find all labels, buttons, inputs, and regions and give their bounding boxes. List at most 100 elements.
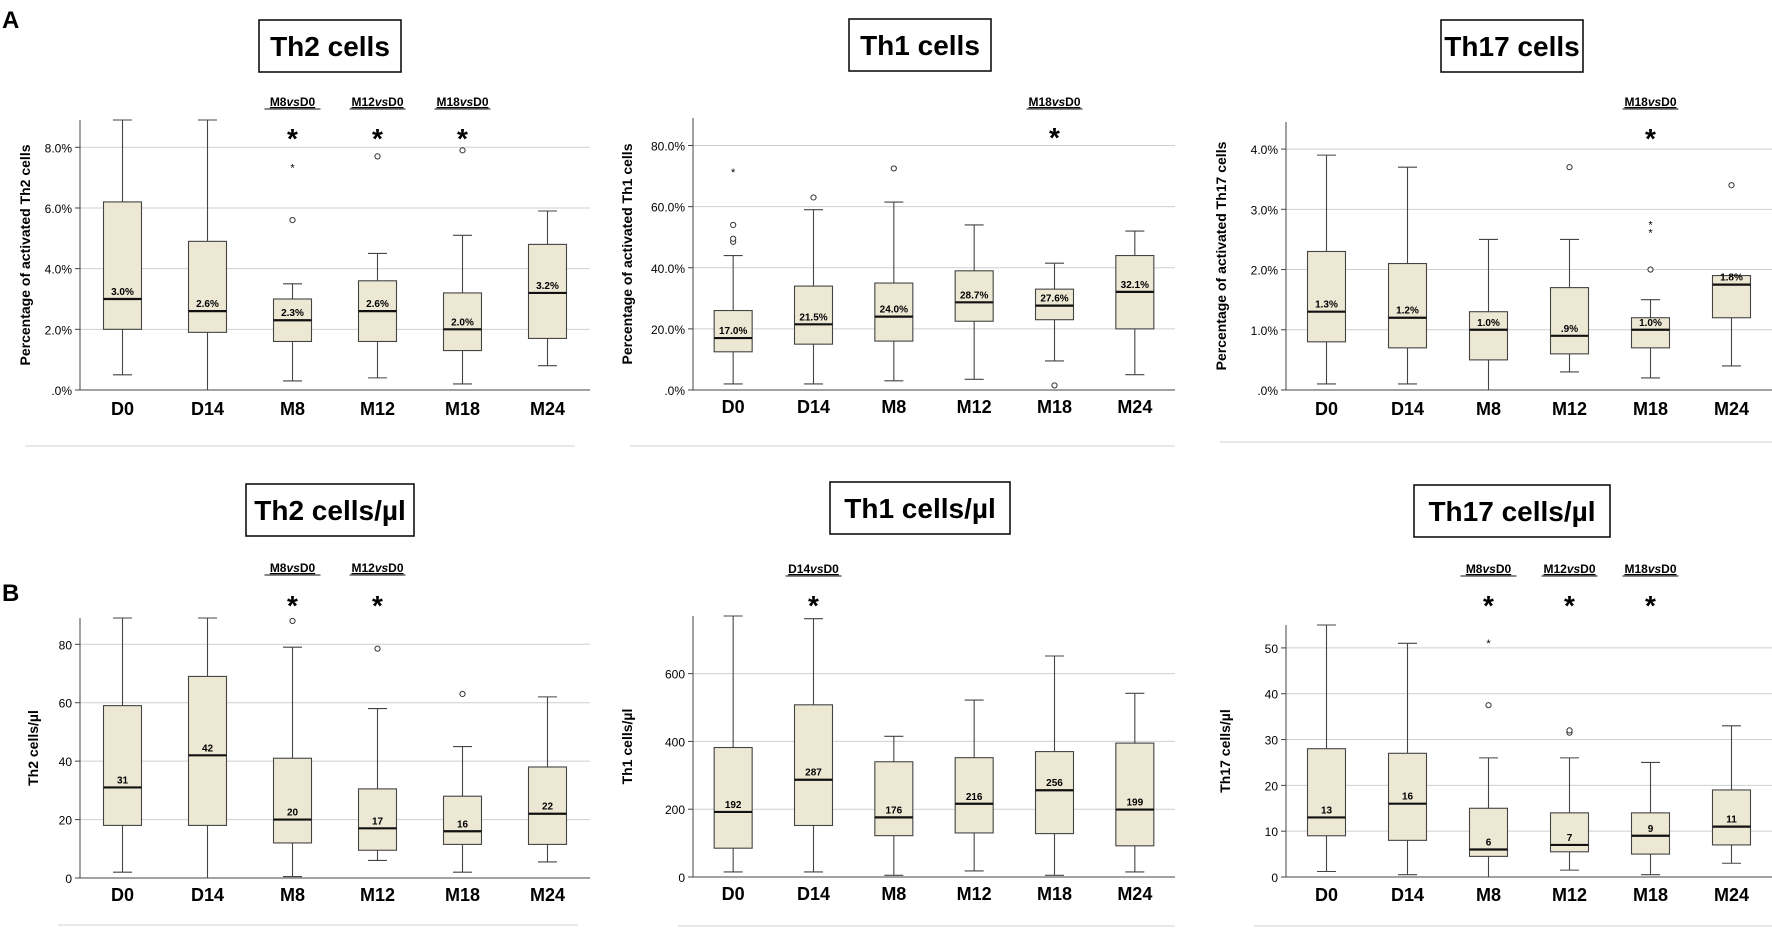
x-category-label: M12 [957, 397, 992, 417]
box-M12: .9% [1549, 164, 1590, 373]
x-category-label: M24 [1117, 884, 1152, 904]
panel-label-b: B [2, 580, 19, 607]
x-category-label: D14 [797, 397, 830, 417]
comparison-label: D14vsD0 [788, 562, 839, 576]
y-axis-label: Th1 cells/µl [619, 709, 635, 785]
x-category-label: D14 [1391, 885, 1424, 905]
significance-star: * [1564, 590, 1575, 621]
box-M24: 32.1% [1115, 230, 1155, 376]
title-frame [1413, 484, 1611, 538]
outlier-point [374, 153, 381, 160]
median-label: 9 [1648, 824, 1654, 835]
iqr-box [1115, 742, 1155, 847]
iqr-box [1306, 250, 1347, 343]
median-label: 192 [725, 800, 742, 811]
median-label: 24.0% [880, 305, 908, 316]
iqr-box [713, 309, 753, 353]
comparison-label: M8vsD0 [270, 95, 316, 109]
chart-5: Th17 cells/µl 0 10 20 30 40 50 Th17 cells/µl 13 D… [1217, 484, 1772, 927]
iqr-box [1034, 751, 1075, 835]
median-label: 2.6% [366, 299, 389, 310]
y-axis-label: Percentage of activated Th1 cells [619, 143, 635, 364]
median-label: 28.7% [960, 290, 988, 301]
median-label: 20 [287, 808, 299, 819]
iqr-box [187, 675, 228, 826]
box-M24: 199 [1115, 692, 1155, 873]
median-label: 17 [372, 816, 384, 827]
box-M8: 2.3% * [272, 163, 313, 382]
title-frame [848, 18, 992, 72]
x-category-label: D14 [191, 885, 224, 905]
x-category-label: D0 [722, 397, 745, 417]
box-M8: 20 [272, 617, 313, 878]
median-label: 199 [1126, 798, 1143, 809]
comparison-label: M18vsD0 [1028, 95, 1080, 109]
chart-title: Th2 cells/µl [254, 495, 406, 526]
iqr-box [102, 705, 143, 826]
y-tick-label: 80 [59, 638, 73, 652]
y-tick-label: 20.0% [651, 323, 685, 337]
outlier-point [810, 194, 817, 201]
x-category-label: D14 [1391, 399, 1424, 419]
box-M18: 2.0% [442, 147, 483, 385]
x-category-label: M12 [957, 884, 992, 904]
iqr-box [1711, 275, 1752, 319]
iqr-box [954, 757, 994, 834]
y-tick-label: 10 [1265, 825, 1279, 839]
x-category-label: D14 [191, 399, 224, 419]
median-label: 7 [1567, 833, 1573, 844]
box-M8: 24.0% [874, 165, 914, 382]
chart-0: Th2 cells .0% 2.0% 4.0% 6.0% 8.0% Percentage o… [17, 19, 590, 447]
box-M12: 216 [954, 699, 994, 872]
iqr-box [272, 757, 313, 844]
chart-2: Th17 cells .0% 1.0% 2.0% 3.0% 4.0% Percentage … [1213, 19, 1772, 443]
median-label: 13 [1321, 805, 1333, 816]
box-D0: 192 [713, 615, 753, 873]
significance-star: * [808, 590, 819, 621]
x-category-label: M8 [881, 884, 906, 904]
box-M18: 1.0% ** [1630, 220, 1671, 379]
title-frame [245, 483, 415, 537]
comparison-label: M18vsD0 [436, 95, 488, 109]
x-category-label: M8 [1476, 399, 1501, 419]
significance-star: * [1483, 590, 1494, 621]
median-label: 1.2% [1396, 306, 1419, 317]
iqr-box [442, 292, 483, 352]
box-D14: 16 [1387, 642, 1428, 876]
y-tick-label: 400 [665, 735, 685, 749]
x-category-label: M18 [1633, 885, 1668, 905]
iqr-box [1387, 752, 1428, 841]
chart-3: Th2 cells/µl 0 20 40 60 80 Th2 cells/µl 31 D0 42 D… [25, 483, 590, 926]
x-category-label: M8 [1476, 885, 1501, 905]
median-label: 27.6% [1040, 294, 1068, 305]
y-axis-label: Th2 cells/µl [25, 710, 41, 786]
outlier-point [289, 217, 296, 224]
box-M12: 17 [357, 645, 398, 862]
iqr-box [793, 285, 834, 345]
significance-star: * [372, 590, 383, 621]
outlier-point [289, 617, 296, 625]
title-frame [829, 481, 1011, 535]
y-tick-label: 4.0% [45, 263, 73, 277]
x-category-label: M18 [445, 399, 480, 419]
x-category-label: M24 [530, 399, 565, 419]
outlier-point [730, 221, 737, 229]
comparison-label: M18vsD0 [1624, 95, 1676, 109]
median-label: 22 [542, 802, 554, 813]
outlier-point [1566, 164, 1573, 171]
comparison-label: M18vsD0 [1624, 562, 1676, 576]
chart-4: Th1 cells/µl 0 200 400 600 Th1 cells/µl 192 D0 2… [619, 481, 1175, 927]
y-tick-label: 0 [1271, 871, 1278, 885]
extreme-point: * [1486, 638, 1491, 650]
outlier-point [459, 147, 466, 154]
median-label: 31 [117, 775, 129, 786]
median-label: .9% [1561, 324, 1578, 335]
x-category-label: M8 [881, 397, 906, 417]
iqr-box [874, 282, 914, 342]
median-label: 287 [805, 768, 822, 779]
x-category-label: M18 [1037, 397, 1072, 417]
outlier-point [1647, 266, 1654, 273]
box-M12: 2.6% [357, 153, 398, 379]
box-D0: 31 [102, 617, 143, 873]
